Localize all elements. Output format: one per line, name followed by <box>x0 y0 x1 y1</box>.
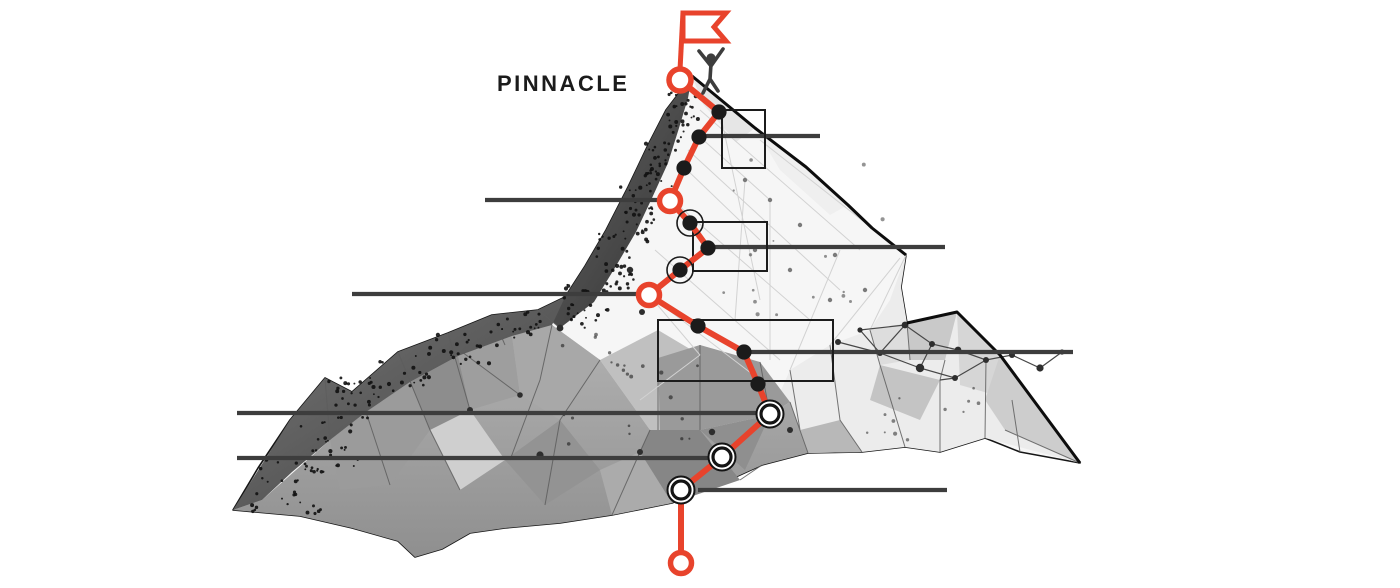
callout-boxes <box>657 109 834 382</box>
mesh-nodes <box>467 177 1065 459</box>
flag-icon <box>680 10 732 44</box>
milestone-dot-marker <box>691 129 707 145</box>
milestone-dot-marker <box>700 240 716 256</box>
milestone-white-ringed-marker <box>755 399 785 429</box>
callout-box <box>692 221 768 272</box>
trail-start-marker <box>667 549 695 577</box>
milestone-dot-marker <box>690 318 706 334</box>
milestone-open-circle-marker <box>656 187 684 215</box>
route-milestones <box>635 66 785 577</box>
milestone-dot-marker <box>676 160 692 176</box>
callout-box <box>721 109 766 169</box>
callout-box <box>657 319 834 382</box>
scree-dots <box>250 91 981 516</box>
milestone-dot-marker <box>750 376 766 392</box>
mountain-illustration <box>232 74 1082 558</box>
pinnacle-title: PINNACLE <box>497 71 629 96</box>
milestone-ringed-dot-marker <box>666 256 694 284</box>
summit-group <box>677 10 732 95</box>
callout-lines <box>237 133 1073 493</box>
milestone-summit-open-circle-marker <box>666 66 694 94</box>
milestone-dot-marker <box>736 344 752 360</box>
milestone-open-circle-marker <box>635 281 663 309</box>
climber-icon <box>697 47 725 95</box>
milestone-white-ringed-marker <box>666 475 696 505</box>
milestone-ringed-dot-marker <box>676 209 704 237</box>
milestone-white-ringed-marker <box>707 442 737 472</box>
milestone-dot-marker <box>711 104 727 120</box>
